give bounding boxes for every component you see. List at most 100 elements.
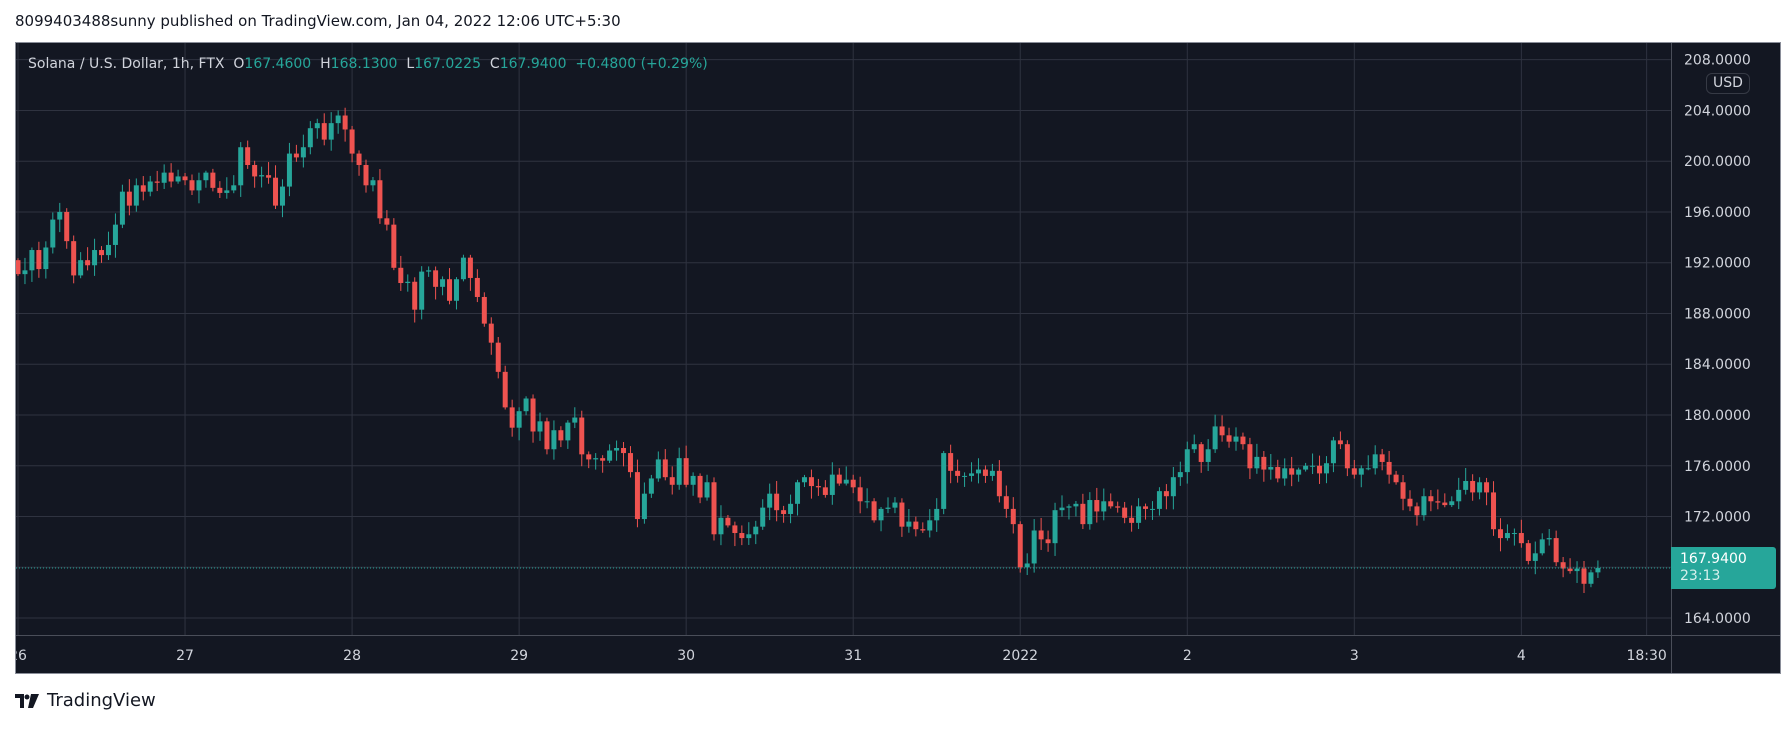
candle-down	[126, 179, 132, 216]
candle-down	[1497, 518, 1503, 552]
candle-up	[196, 172, 202, 204]
candlestick-chart[interactable]: 208.0000 204.0000 200.0000 196.0000 192.0000…	[16, 43, 1781, 674]
close-label: C	[489, 56, 500, 72]
candle-down	[1143, 503, 1149, 520]
candle-body	[857, 487, 863, 502]
candle-body	[621, 447, 627, 454]
candle-up	[934, 498, 940, 532]
candle-down	[1407, 490, 1413, 512]
candle-body	[433, 270, 439, 287]
candle-down	[433, 266, 439, 300]
candle-down	[815, 478, 821, 496]
chart-frame[interactable]: 208.0000 204.0000 200.0000 196.0000 192.0000…	[15, 42, 1781, 674]
candle-body	[488, 323, 494, 343]
candle-body	[1337, 440, 1343, 445]
candle-up	[335, 110, 341, 134]
candle-body	[593, 458, 599, 460]
candle-body	[1379, 454, 1385, 462]
candle-up	[801, 474, 807, 488]
candle-up	[1177, 461, 1183, 486]
candle-up	[906, 509, 912, 533]
candle-body	[1463, 480, 1469, 490]
candle-up	[1421, 488, 1427, 521]
candle-body	[349, 129, 355, 154]
candle-down	[1379, 448, 1385, 471]
candle-up	[43, 241, 49, 279]
candle-body	[1254, 456, 1260, 469]
candle-up	[105, 231, 111, 260]
candle-body	[1115, 506, 1121, 508]
candle-body	[676, 458, 682, 485]
candle-down	[1567, 558, 1573, 574]
candle-body	[614, 447, 620, 451]
candle-up	[1477, 477, 1483, 500]
high-label: H	[320, 56, 331, 72]
candle-up	[1073, 500, 1079, 517]
candle-up	[767, 483, 773, 521]
candle-down	[1393, 470, 1399, 485]
candle-down	[391, 218, 397, 271]
candle-body	[941, 453, 947, 509]
candle-up	[1511, 528, 1517, 546]
candle-down	[349, 125, 355, 163]
candles	[16, 107, 1601, 593]
candle-body	[342, 115, 348, 130]
candle-body	[189, 180, 195, 191]
candle-body	[377, 180, 383, 219]
candle-body	[1017, 524, 1023, 568]
candle-up	[1066, 504, 1072, 520]
candle-up	[57, 202, 63, 233]
candle-down	[356, 150, 362, 176]
candle-down	[1115, 501, 1121, 513]
symbol-title[interactable]: Solana / U.S. Dollar, 1h, FTX	[28, 56, 225, 72]
candle-body	[1532, 553, 1538, 561]
candle-up	[1365, 455, 1371, 471]
candle-body	[1073, 503, 1079, 507]
candle-down	[502, 365, 508, 410]
candle-body	[732, 525, 738, 534]
candle-body	[982, 469, 988, 476]
candle-down	[509, 399, 515, 437]
candle-body	[1296, 469, 1302, 475]
candle-body	[1303, 465, 1309, 470]
candle-body	[1546, 538, 1552, 540]
candle-body	[238, 147, 244, 186]
candle-up	[1358, 465, 1364, 488]
candle-body	[363, 165, 369, 186]
candle-up	[1595, 560, 1601, 578]
candle-body	[161, 172, 167, 183]
candle-body	[662, 459, 668, 478]
candle-body	[1428, 496, 1434, 502]
candle-body	[321, 123, 327, 140]
currency-button[interactable]: USD	[1706, 73, 1750, 94]
time-tick-label: 29	[510, 648, 528, 664]
candle-body	[78, 260, 84, 276]
candle-body	[955, 470, 961, 476]
candle-down	[732, 521, 738, 547]
candle-body	[502, 371, 508, 408]
price-tick-label: 192.0000	[1684, 256, 1751, 272]
candle-body	[864, 501, 870, 503]
candle-up	[1539, 533, 1545, 556]
candle-body	[572, 417, 578, 423]
candle-up	[112, 213, 118, 258]
candle-body	[1198, 444, 1204, 462]
candle-body	[1101, 501, 1107, 512]
candle-up	[537, 412, 543, 441]
candle-down	[739, 525, 745, 546]
candle-up	[1184, 441, 1190, 484]
candle-down	[99, 246, 105, 263]
candle-body	[1233, 436, 1239, 442]
candle-body	[1170, 477, 1176, 497]
candle-body	[273, 177, 279, 206]
candle-body	[586, 454, 592, 460]
candle-up	[50, 212, 56, 254]
candle-body	[607, 450, 613, 461]
candle-up	[1463, 467, 1469, 495]
candle-down	[398, 255, 404, 291]
candle-up	[551, 420, 557, 460]
candle-down	[1017, 521, 1023, 573]
candle-up	[1170, 466, 1176, 510]
candle-body	[1588, 572, 1594, 584]
footer-brand[interactable]: TradingView	[15, 690, 156, 711]
